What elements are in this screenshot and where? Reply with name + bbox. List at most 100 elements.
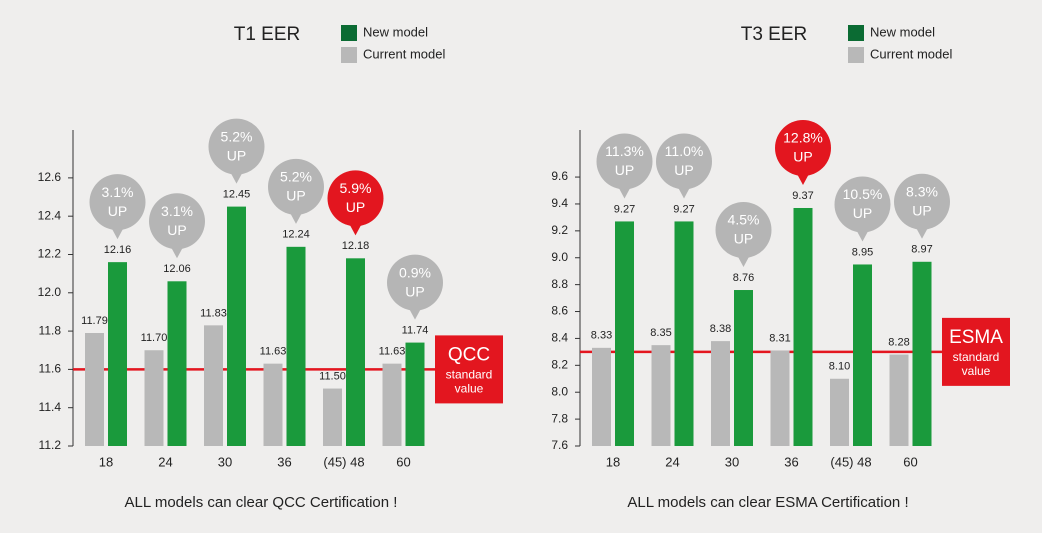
legend-label: New model: [870, 24, 935, 39]
improvement-bubble: [656, 133, 712, 190]
value-label: 12.06: [163, 263, 191, 275]
bar: [346, 258, 365, 446]
x-tick-label: 18: [99, 454, 113, 469]
value-label: 11.79: [81, 315, 108, 327]
value-label: 11.70: [141, 332, 168, 344]
improvement-label: 0.9%: [399, 264, 431, 280]
improvement-text: UP: [167, 222, 186, 238]
improvement-label: 11.3%: [605, 143, 644, 159]
improvement-bubble: [268, 158, 324, 215]
bar: [651, 345, 671, 446]
improvement-label: 11.0%: [665, 143, 704, 159]
x-tick-label: (45) 48: [830, 454, 871, 469]
value-label: 9.37: [792, 190, 813, 202]
value-label: 8.33: [591, 330, 612, 342]
value-label: 8.28: [888, 336, 909, 348]
value-label: 11.63: [379, 346, 406, 358]
improvement-label: 5.2%: [221, 128, 253, 144]
improvement-text: UP: [734, 231, 753, 247]
standard-text: value: [455, 382, 484, 396]
y-tick-label: 8.0: [551, 384, 568, 398]
standard-text: standard: [953, 350, 1000, 364]
legend-swatch: [848, 47, 864, 63]
improvement-bubble: [775, 119, 831, 176]
improvement-label: 3.1%: [102, 184, 134, 200]
legend-swatch: [341, 25, 357, 41]
improvement-bubble: [89, 174, 146, 231]
y-tick-label: 7.8: [551, 411, 568, 425]
improvement-bubble: [834, 176, 891, 233]
y-tick-label: 12.6: [38, 170, 62, 184]
bar: [167, 281, 187, 446]
bar: [286, 246, 306, 446]
improvement-label: 12.8%: [783, 130, 823, 146]
note: ALL models can clear QCC Certification !: [125, 494, 398, 511]
y-tick-label: 12.0: [38, 285, 62, 299]
improvement-bubble: [387, 254, 443, 311]
legend-swatch: [848, 25, 864, 41]
bar: [85, 333, 104, 446]
value-label: 11.83: [200, 307, 227, 319]
y-tick-label: 11.2: [39, 438, 62, 452]
legend-label: New model: [363, 24, 428, 39]
improvement-text: UP: [674, 162, 693, 178]
standard-name: QCC: [448, 344, 490, 365]
improvement-text: UP: [346, 199, 365, 215]
value-label: 8.95: [852, 246, 873, 258]
x-tick-label: 60: [903, 454, 917, 469]
value-label: 12.45: [223, 189, 251, 201]
value-label: 11.50: [319, 370, 346, 382]
improvement-label: 5.2%: [280, 169, 312, 185]
improvement-text: UP: [405, 283, 424, 299]
legend-swatch: [341, 47, 357, 63]
y-tick-label: 8.8: [551, 277, 568, 291]
y-tick-label: 11.6: [39, 362, 62, 376]
legend-label: Current model: [363, 46, 445, 61]
standard-box: [435, 335, 503, 404]
bar: [734, 290, 753, 446]
note: ALL models can clear ESMA Certification …: [627, 494, 908, 511]
improvement-text: UP: [108, 203, 127, 219]
bar: [615, 221, 634, 446]
standard-text: value: [962, 364, 991, 378]
bar: [912, 261, 932, 446]
chart-title: T3 EER: [741, 24, 808, 45]
y-tick-label: 11.8: [39, 323, 62, 337]
improvement-label: 4.5%: [728, 212, 760, 228]
bar: [793, 207, 813, 446]
y-tick-label: 9.2: [551, 223, 568, 237]
value-label: 8.76: [733, 272, 754, 284]
y-tick-label: 7.6: [551, 438, 568, 452]
value-label: 8.35: [650, 327, 671, 339]
value-label: 8.10: [829, 361, 850, 373]
improvement-bubble: [894, 173, 950, 230]
standard-text: standard: [446, 368, 493, 382]
value-label: 12.18: [342, 240, 370, 252]
value-label: 12.24: [282, 229, 310, 241]
y-tick-label: 9.6: [551, 169, 568, 183]
bar: [592, 347, 611, 446]
bar: [227, 206, 246, 446]
bar: [144, 350, 164, 446]
improvement-label: 8.3%: [906, 183, 938, 199]
chart-title: T1 EER: [234, 24, 301, 45]
bar: [889, 354, 909, 446]
y-tick-label: 9.0: [551, 250, 568, 264]
bar: [108, 262, 127, 446]
value-label: 11.63: [260, 346, 287, 358]
x-tick-label: (45) 48: [323, 454, 364, 469]
bar: [674, 221, 694, 446]
bar: [204, 325, 223, 446]
improvement-bubble: [327, 170, 384, 227]
improvement-bubble: [208, 118, 265, 175]
improvement-bubble: [596, 133, 653, 190]
improvement-bubble: [715, 202, 772, 259]
y-tick-label: 8.2: [551, 357, 568, 371]
improvement-label: 5.9%: [340, 180, 372, 196]
y-tick-label: 8.4: [551, 331, 568, 345]
value-label: 8.38: [710, 323, 731, 335]
bar: [405, 342, 425, 446]
value-label: 12.16: [104, 244, 132, 256]
